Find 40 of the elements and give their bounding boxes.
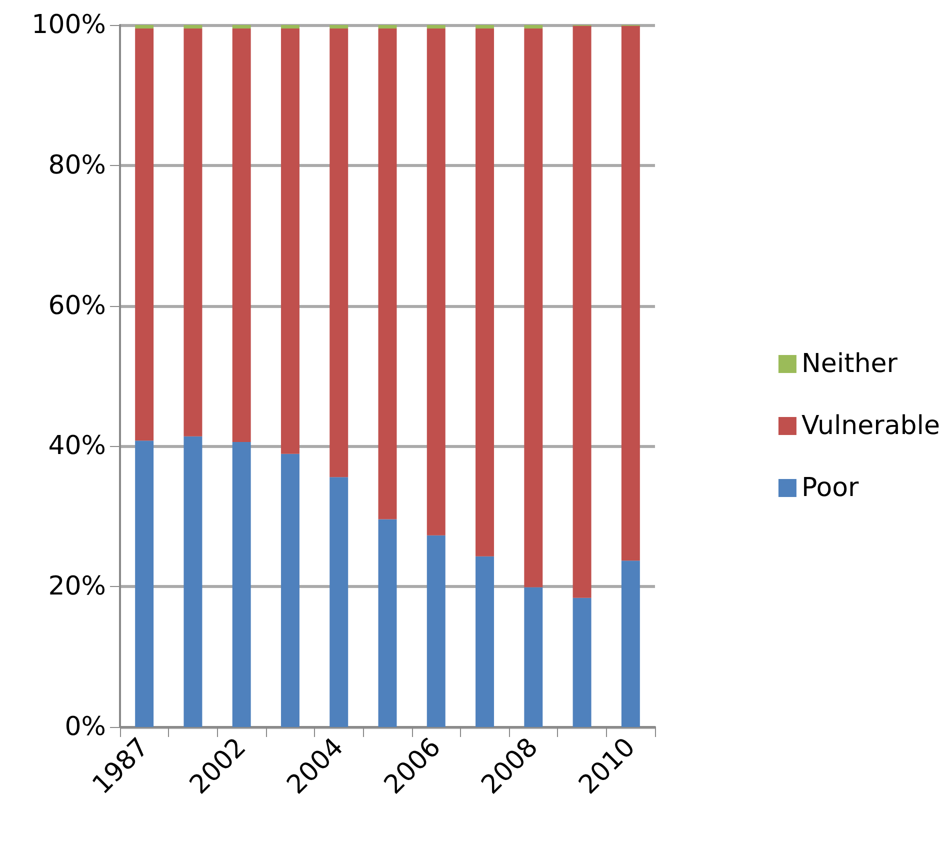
y-tick-label: 80% (48, 150, 106, 180)
bar (378, 28, 397, 520)
bar (426, 535, 446, 727)
y-tick-label: 20% (48, 572, 106, 602)
y-tick-label: 0% (64, 712, 106, 742)
bar (280, 28, 300, 454)
y-tick-label: 60% (48, 290, 106, 321)
bar (232, 442, 251, 727)
bar (135, 440, 154, 727)
bar (184, 25, 202, 29)
bar (280, 25, 300, 29)
bar (524, 25, 543, 29)
bar (476, 28, 494, 556)
bar (378, 519, 397, 727)
y-tick-label: 100% (32, 10, 106, 40)
bar (476, 556, 494, 727)
bar (280, 454, 300, 727)
bar (135, 28, 154, 441)
bar (621, 560, 640, 727)
bar (184, 436, 202, 727)
y-tick-label: 40% (48, 431, 106, 462)
legend-label: Neither (801, 349, 898, 379)
bar (524, 28, 543, 588)
bar (426, 28, 446, 536)
bar (330, 25, 348, 29)
bar (232, 25, 251, 29)
bar (378, 25, 397, 29)
bar (330, 28, 348, 478)
bar (572, 598, 592, 727)
bar (572, 26, 592, 598)
bar (184, 28, 202, 436)
bar (232, 28, 251, 442)
bar (476, 25, 494, 29)
bar (135, 25, 154, 29)
bar (426, 25, 446, 29)
bar (621, 26, 640, 561)
legend-label: Vulnerable (801, 411, 940, 441)
bar (330, 477, 348, 727)
legend-label: Poor (801, 473, 860, 503)
bar (524, 587, 543, 727)
